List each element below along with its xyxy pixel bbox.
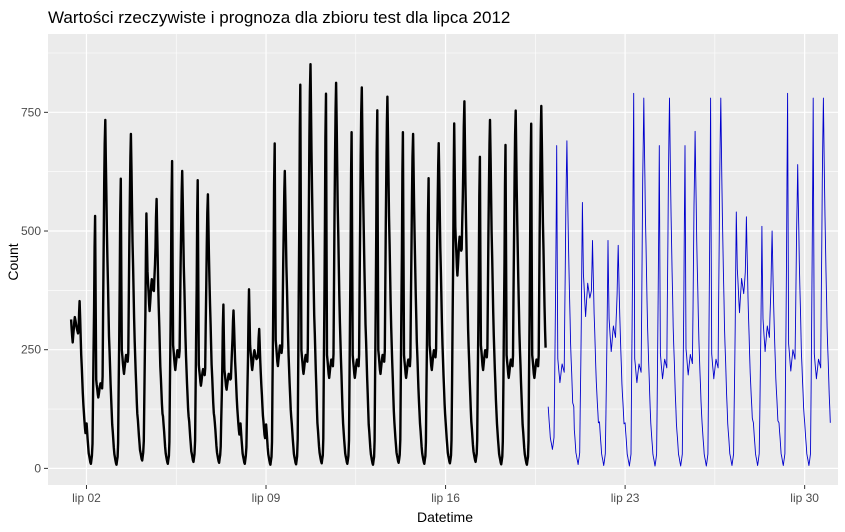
series-line-actual <box>69 62 547 466</box>
y-axis: 0 250 500 750 <box>21 105 48 475</box>
series-layer <box>69 62 831 467</box>
x-tick-label: lip 02 <box>72 491 101 505</box>
chart-title: Wartości rzeczywiste i prognoza dla zbio… <box>48 8 510 27</box>
x-tick-label: lip 16 <box>431 491 460 505</box>
x-tick-label: lip 23 <box>611 491 640 505</box>
x-axis: lip 02 lip 09 lip 16 lip 23 lip 30 <box>72 485 819 505</box>
grid-major <box>48 34 838 485</box>
y-tick-label: 500 <box>21 224 41 238</box>
y-axis-title: Count <box>5 243 21 280</box>
x-tick-label: lip 30 <box>790 491 819 505</box>
y-tick-label: 750 <box>21 105 41 119</box>
x-tick-label: lip 09 <box>252 491 281 505</box>
x-axis-title: Datetime <box>417 509 473 525</box>
plot-panel <box>48 34 838 485</box>
y-tick-label: 0 <box>34 461 41 475</box>
y-tick-label: 250 <box>21 343 41 357</box>
series-line-forecast <box>547 92 831 467</box>
